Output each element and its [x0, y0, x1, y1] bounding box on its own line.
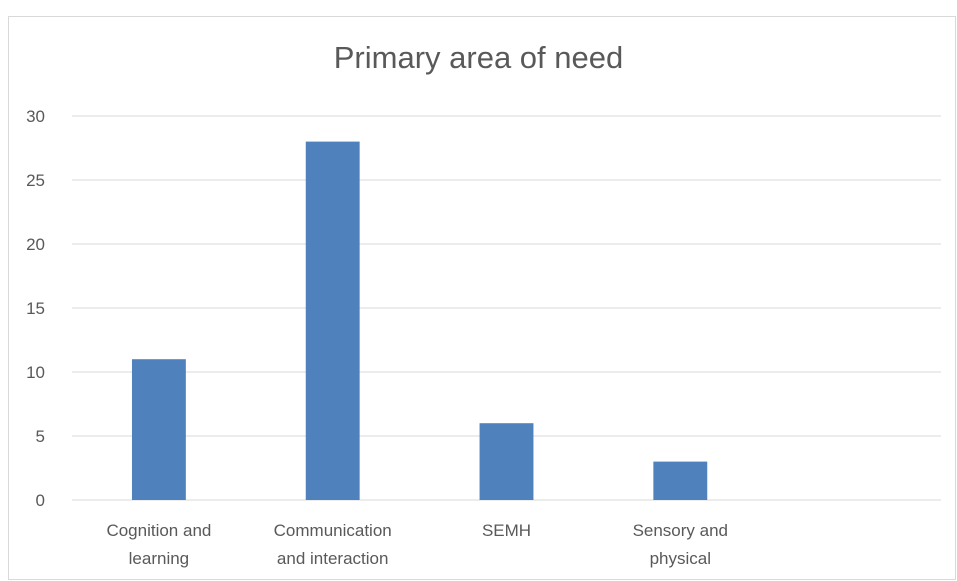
x-category-label: learning	[129, 549, 190, 568]
y-tick-label: 25	[26, 171, 45, 190]
x-category-label: Communication	[274, 521, 392, 540]
x-category-label: physical	[650, 549, 711, 568]
bar	[479, 423, 534, 500]
y-tick-label: 30	[26, 107, 45, 126]
bar	[131, 359, 186, 500]
chart-title: Primary area of need	[333, 40, 624, 75]
bar	[653, 461, 708, 500]
y-tick-label: 10	[26, 363, 45, 382]
y-tick-label: 5	[36, 427, 45, 446]
x-category-label: Cognition and	[106, 521, 211, 540]
y-tick-label: 20	[26, 235, 45, 254]
x-category-label: Sensory and	[633, 521, 728, 540]
x-category-label: SEMH	[482, 521, 531, 540]
x-category-label: and interaction	[277, 549, 389, 568]
bar	[305, 141, 360, 500]
y-tick-label: 0	[36, 491, 45, 510]
y-tick-label: 15	[26, 299, 45, 318]
